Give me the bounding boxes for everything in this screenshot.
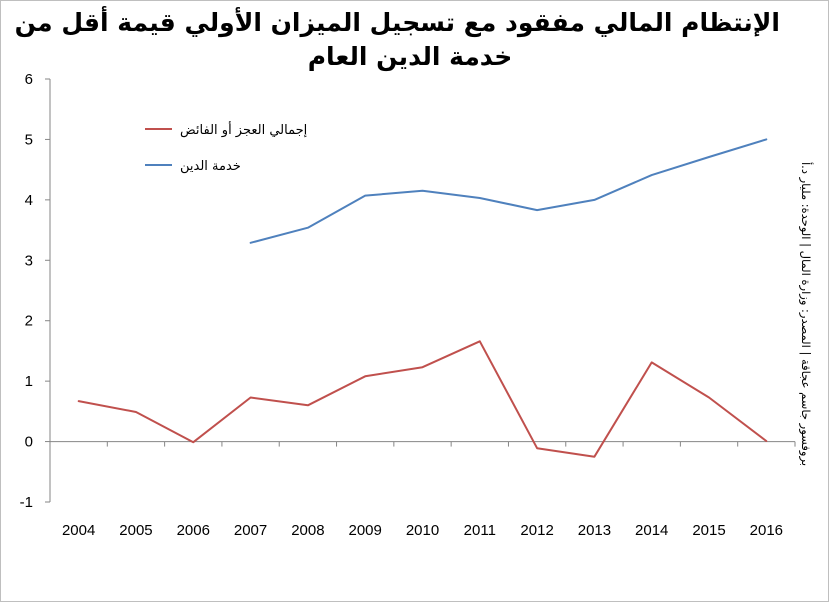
- y-tick-label: 4: [25, 192, 33, 209]
- legend-label-2: خدمة الدين: [180, 159, 241, 174]
- y-tick-label: -1: [20, 494, 33, 511]
- x-tick-label: 2010: [406, 522, 439, 539]
- x-tick-label: 2004: [62, 522, 95, 539]
- x-tick-label: 2007: [234, 522, 267, 539]
- legend-label-1: إجمالي العجز أو الفائض: [180, 121, 307, 138]
- y-tick-label: 2: [25, 313, 33, 330]
- y-tick-label: 5: [25, 131, 33, 148]
- chart-title-line-1: الإنتظام المالي مفقود مع تسجيل الميزان ا…: [14, 8, 780, 37]
- y-tick-label: 3: [25, 252, 33, 269]
- y-tick-label: 1: [25, 373, 33, 390]
- y-tick-label: 0: [25, 434, 33, 451]
- x-tick-label: 2011: [464, 522, 496, 539]
- x-tick-label: 2015: [692, 522, 725, 539]
- x-tick-label: 2012: [520, 522, 553, 539]
- x-tick-label: 2014: [635, 522, 668, 539]
- chart-title: الإنتظام المالي مفقود مع تسجيل الميزان ا…: [14, 6, 780, 74]
- y-tick-label: 6: [25, 71, 33, 88]
- x-tick-label: 2009: [349, 522, 382, 539]
- series-line-2: [249, 138, 768, 244]
- series-line-1: [77, 340, 768, 458]
- x-tick-label: 2005: [119, 522, 152, 539]
- chart-title-line-2: خدمة الدين العام: [307, 42, 513, 71]
- x-tick-label: 2006: [177, 522, 210, 539]
- x-tick-label: 2008: [291, 522, 324, 539]
- x-tick-label: 2016: [750, 522, 783, 539]
- x-tick-label: 2013: [578, 522, 611, 539]
